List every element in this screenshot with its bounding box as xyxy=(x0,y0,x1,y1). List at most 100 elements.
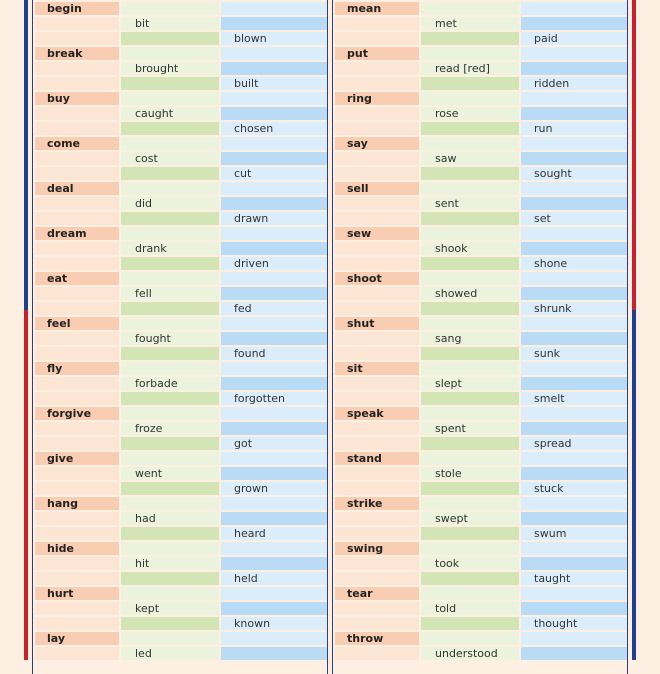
empty-cell xyxy=(421,482,519,495)
empty-cell xyxy=(221,557,327,570)
empty-cell xyxy=(421,302,519,315)
empty-cell xyxy=(35,647,119,660)
past-participle-cell: run xyxy=(521,122,627,135)
empty-cell xyxy=(421,167,519,180)
base-verb-cell: shoot xyxy=(335,272,419,285)
base-verb-cell: lay xyxy=(35,632,119,645)
empty-cell xyxy=(121,92,219,105)
empty-cell xyxy=(521,407,627,420)
empty-cell xyxy=(221,47,327,60)
empty-cell xyxy=(421,317,519,330)
past-participle-cell: shrunk xyxy=(521,302,627,315)
past-simple-cell: sang xyxy=(421,332,519,345)
base-verb-cell: ring xyxy=(335,92,419,105)
right-accent-bar-red xyxy=(632,0,636,310)
empty-cell xyxy=(35,62,119,75)
base-verb-cell: dream xyxy=(35,227,119,240)
empty-cell xyxy=(521,242,627,255)
empty-cell xyxy=(221,512,327,525)
base-verb-cell: feel xyxy=(35,317,119,330)
empty-cell xyxy=(35,197,119,210)
past-participle-cell: got xyxy=(221,437,327,450)
empty-cell xyxy=(521,557,627,570)
base-verb-cell: fly xyxy=(35,362,119,375)
empty-cell xyxy=(421,137,519,150)
empty-cell xyxy=(421,407,519,420)
empty-cell xyxy=(121,317,219,330)
base-verb-cell: break xyxy=(35,47,119,60)
empty-cell xyxy=(35,617,119,630)
empty-cell xyxy=(335,152,419,165)
empty-cell xyxy=(35,422,119,435)
empty-cell xyxy=(121,407,219,420)
base-verb-cell: hide xyxy=(35,542,119,555)
past-simple-cell: stole xyxy=(421,467,519,480)
empty-cell xyxy=(121,437,219,450)
empty-cell xyxy=(35,527,119,540)
empty-cell xyxy=(521,467,627,480)
empty-cell xyxy=(421,527,519,540)
past-participle-cell: sought xyxy=(521,167,627,180)
empty-cell xyxy=(421,347,519,360)
past-simple-cell: sent xyxy=(421,197,519,210)
empty-cell xyxy=(121,542,219,555)
base-verb-cell: begin xyxy=(35,2,119,15)
empty-cell xyxy=(35,212,119,225)
empty-cell xyxy=(421,572,519,585)
empty-cell xyxy=(421,92,519,105)
base-verb-cell: eat xyxy=(35,272,119,285)
past-simple-cell: told xyxy=(421,602,519,615)
base-verb-cell: tear xyxy=(335,587,419,600)
past-participle-cell: held xyxy=(221,572,327,585)
base-verb-cell: sell xyxy=(335,182,419,195)
past-simple-cell: caught xyxy=(121,107,219,120)
empty-cell xyxy=(35,332,119,345)
empty-cell xyxy=(121,587,219,600)
past-participle-cell: spread xyxy=(521,437,627,450)
empty-cell xyxy=(35,347,119,360)
past-simple-cell: did xyxy=(121,197,219,210)
empty-cell xyxy=(121,47,219,60)
empty-cell xyxy=(121,137,219,150)
verb-table-right: mean put ring say sell sew shoot shut sit speak st… xyxy=(332,0,628,674)
past-participle-cell: smelt xyxy=(521,392,627,405)
past-participle-cell: shone xyxy=(521,257,627,270)
empty-cell xyxy=(335,242,419,255)
empty-cell xyxy=(521,632,627,645)
past-participle-cell: sunk xyxy=(521,347,627,360)
empty-cell xyxy=(221,242,327,255)
empty-cell xyxy=(521,422,627,435)
empty-cell xyxy=(521,587,627,600)
empty-cell xyxy=(35,77,119,90)
empty-cell xyxy=(121,527,219,540)
base-verb-cell: say xyxy=(335,137,419,150)
past-simple-cell: fought xyxy=(121,332,219,345)
base-verb-cell: hang xyxy=(35,497,119,510)
past-simple-cell: took xyxy=(421,557,519,570)
empty-cell xyxy=(521,197,627,210)
empty-cell xyxy=(335,437,419,450)
base-verb-cell: come xyxy=(35,137,119,150)
empty-cell xyxy=(35,602,119,615)
empty-cell xyxy=(335,302,419,315)
past-simple-cell: drank xyxy=(121,242,219,255)
empty-cell xyxy=(221,317,327,330)
empty-cell xyxy=(421,212,519,225)
base-verb-cell: sew xyxy=(335,227,419,240)
past-simple-cell: bit xyxy=(121,17,219,30)
empty-cell xyxy=(335,482,419,495)
empty-cell xyxy=(221,647,327,660)
empty-cell xyxy=(35,512,119,525)
past-participle-cell: swum xyxy=(521,527,627,540)
empty-cell xyxy=(121,452,219,465)
past-simple-cell: saw xyxy=(421,152,519,165)
empty-cell xyxy=(335,62,419,75)
empty-cell xyxy=(35,482,119,495)
empty-cell xyxy=(35,32,119,45)
empty-cell xyxy=(521,17,627,30)
empty-cell xyxy=(335,617,419,630)
base-verb-cell: sit xyxy=(335,362,419,375)
past-simple-cell: went xyxy=(121,467,219,480)
past-participle-cell: chosen xyxy=(221,122,327,135)
empty-cell xyxy=(521,182,627,195)
